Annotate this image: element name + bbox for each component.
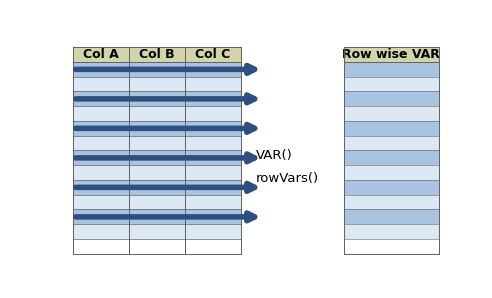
Bar [343,91,439,106]
Bar [73,91,241,106]
Bar [343,224,439,239]
Bar [73,150,241,165]
Bar [343,209,439,224]
Text: Col A: Col A [83,48,119,61]
Bar [73,165,241,180]
Bar [73,77,241,91]
Bar [343,180,439,195]
Bar [73,62,241,77]
Bar [343,195,439,209]
Bar [343,77,439,91]
Bar [343,106,439,121]
Text: Row wise VAR: Row wise VAR [342,48,440,61]
Bar [73,136,241,150]
Bar [343,62,439,77]
Bar [73,195,241,209]
Bar [73,209,241,224]
Bar [343,121,439,136]
Bar [343,165,439,180]
Text: Col B: Col B [139,48,175,61]
Bar [73,224,241,239]
Text: rowVars(): rowVars() [256,172,319,184]
Bar [343,47,439,62]
Bar [73,106,241,121]
Text: VAR(): VAR() [256,149,293,162]
Bar [73,180,241,195]
Bar [73,121,241,136]
Bar [73,47,241,62]
Bar [343,136,439,150]
Bar [343,150,439,165]
Text: Col C: Col C [195,48,230,61]
